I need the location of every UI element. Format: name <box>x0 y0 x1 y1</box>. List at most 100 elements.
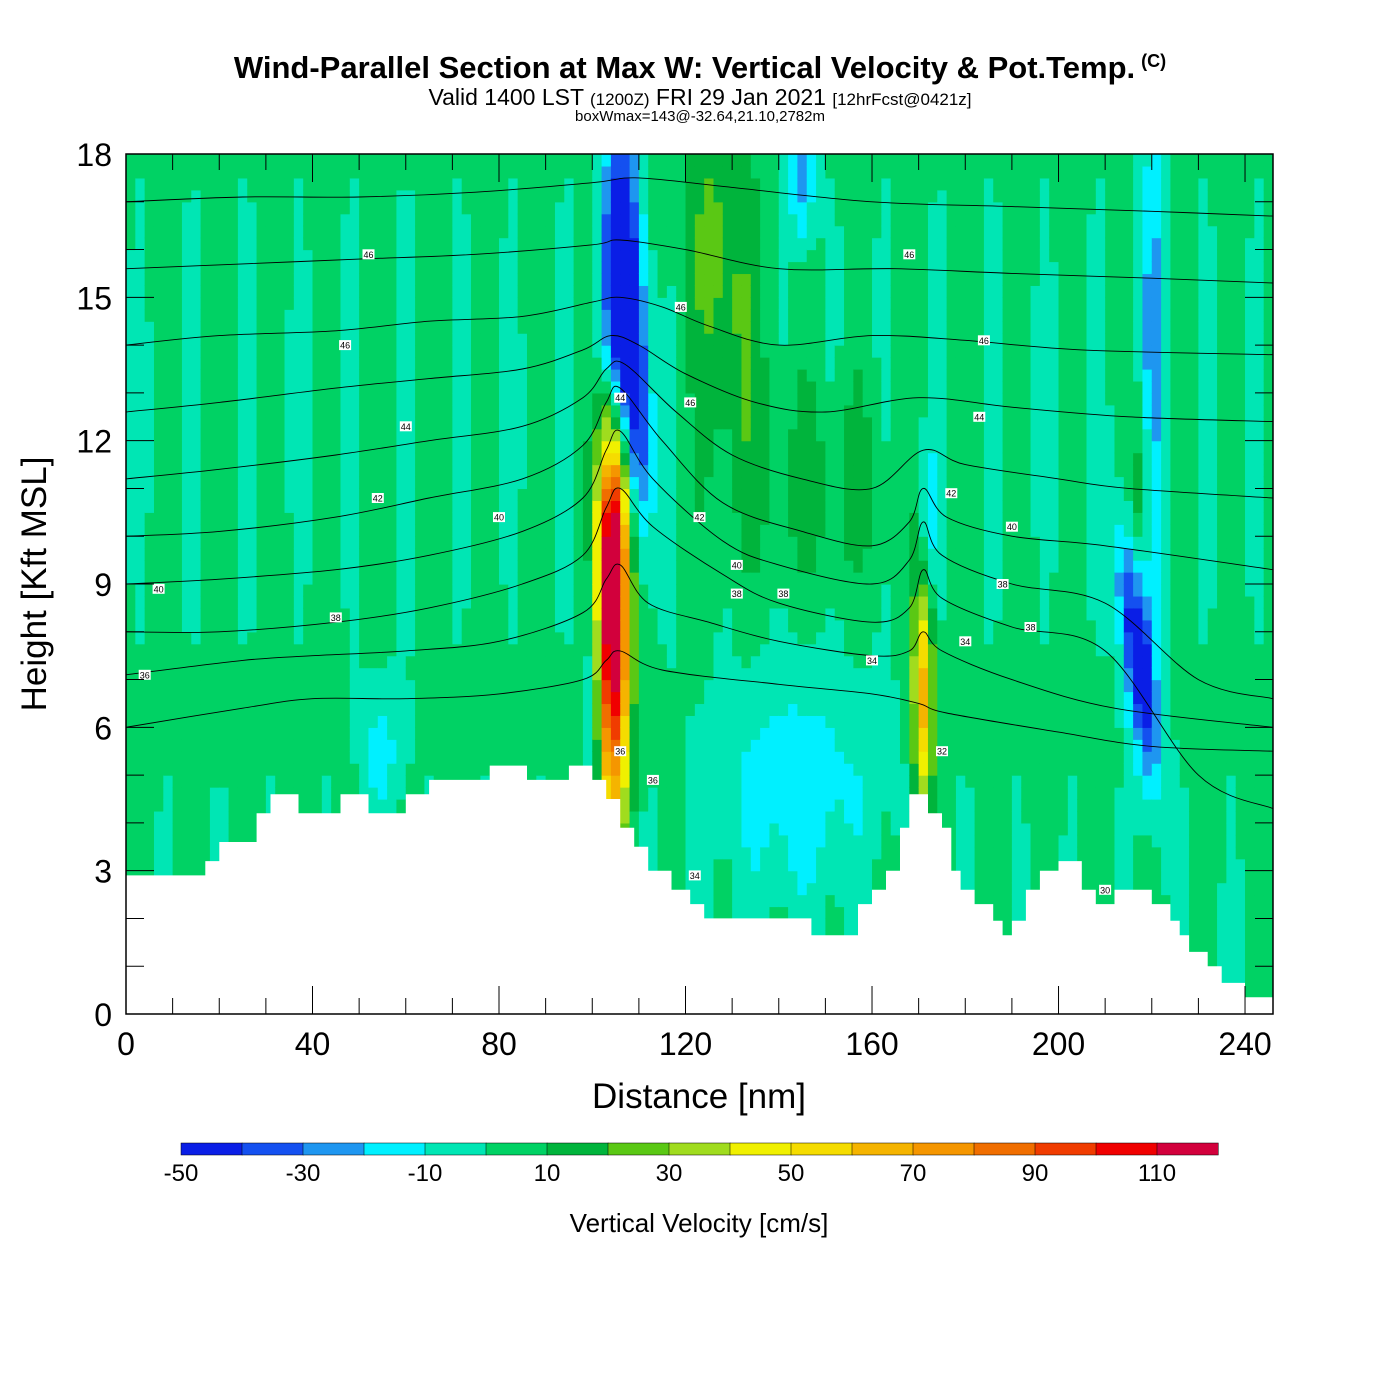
w-cell <box>461 715 472 728</box>
w-cell <box>126 249 136 263</box>
w-cell <box>620 548 631 561</box>
w-cell <box>349 357 360 370</box>
w-cell <box>545 321 556 334</box>
w-cell <box>657 333 668 346</box>
w-cell <box>471 679 481 693</box>
w-cell <box>331 799 342 812</box>
w-cell <box>629 584 640 597</box>
w-cell <box>554 607 565 621</box>
w-cell <box>461 297 472 310</box>
w-cell <box>415 572 426 585</box>
w-cell <box>741 727 752 740</box>
w-cell <box>536 763 547 776</box>
w-cell <box>331 572 342 585</box>
w-cell <box>349 560 360 573</box>
w-cell <box>741 154 752 167</box>
w-cell <box>694 273 705 286</box>
w-cell <box>722 870 733 884</box>
w-cell <box>284 548 295 561</box>
w-cell <box>750 858 761 872</box>
w-cell <box>732 261 743 275</box>
w-cell <box>732 201 743 215</box>
w-cell <box>153 703 164 716</box>
w-cell <box>144 273 155 286</box>
w-cell <box>144 488 155 501</box>
w-cell <box>415 154 426 167</box>
w-cell <box>163 607 174 621</box>
w-cell <box>629 249 640 263</box>
w-cell <box>284 249 295 263</box>
w-cell <box>135 177 146 191</box>
w-cell <box>200 751 211 764</box>
w-cell <box>545 464 556 478</box>
w-cell <box>694 560 705 573</box>
w-cell <box>247 727 258 740</box>
w-cell <box>750 727 761 740</box>
w-cell <box>629 631 640 645</box>
w-cell <box>359 297 370 310</box>
w-cell <box>293 524 304 537</box>
w-cell <box>153 428 164 442</box>
w-cell <box>433 679 444 693</box>
w-cell <box>256 524 267 537</box>
w-cell <box>368 572 379 585</box>
w-cell <box>135 739 146 752</box>
w-cell <box>321 536 332 549</box>
w-cell <box>732 834 743 848</box>
w-cell <box>340 775 351 788</box>
w-cell <box>685 249 696 263</box>
w-cell <box>685 858 696 872</box>
w-cell <box>415 189 426 203</box>
w-cell <box>741 667 752 681</box>
w-cell <box>349 679 360 693</box>
w-cell <box>433 715 444 728</box>
w-cell <box>163 667 174 681</box>
w-cell <box>144 775 155 788</box>
w-cell <box>648 607 659 621</box>
w-cell <box>424 440 435 454</box>
w-cell <box>293 500 304 513</box>
w-cell <box>237 249 248 263</box>
w-cell <box>489 703 500 716</box>
w-cell <box>135 500 146 513</box>
w-cell <box>237 631 248 645</box>
w-cell <box>209 357 220 370</box>
w-cell <box>228 428 239 442</box>
w-cell <box>349 345 360 358</box>
w-cell <box>648 309 659 322</box>
w-cell <box>694 213 705 227</box>
w-cell <box>722 548 733 561</box>
w-cell <box>750 237 761 251</box>
w-cell <box>424 154 435 167</box>
w-cell <box>694 154 705 167</box>
w-cell <box>331 309 342 322</box>
w-cell <box>284 751 295 764</box>
w-cell <box>480 225 491 239</box>
w-cell <box>228 512 239 525</box>
w-cell <box>732 476 743 490</box>
w-cell <box>554 154 565 167</box>
w-cell <box>200 572 211 585</box>
w-cell <box>722 679 733 693</box>
w-cell <box>265 595 276 609</box>
w-cell <box>405 572 416 585</box>
w-cell <box>582 560 593 573</box>
w-cell <box>163 189 174 203</box>
w-cell <box>321 404 332 418</box>
w-cell <box>181 464 192 478</box>
w-cell <box>247 237 258 251</box>
w-cell <box>480 321 491 334</box>
w-cell <box>405 333 416 346</box>
w-cell <box>629 822 640 836</box>
w-cell <box>293 213 304 227</box>
w-cell <box>732 679 743 693</box>
w-cell <box>368 392 379 406</box>
w-cell <box>722 225 733 239</box>
w-cell <box>303 249 314 263</box>
w-cell <box>620 787 631 800</box>
w-cell <box>153 834 164 848</box>
w-cell <box>200 309 211 322</box>
w-cell <box>564 536 575 549</box>
w-cell <box>368 679 379 693</box>
w-cell <box>331 261 342 275</box>
